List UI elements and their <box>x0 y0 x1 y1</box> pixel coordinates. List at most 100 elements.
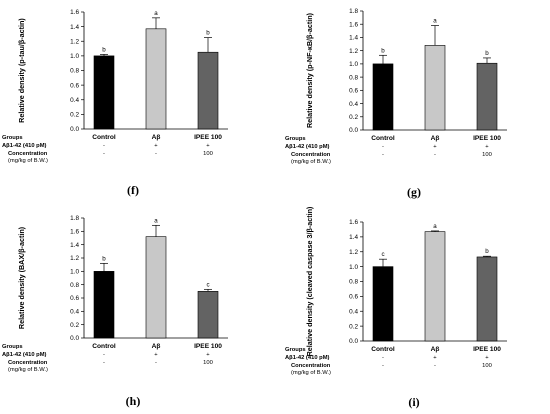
bar <box>197 51 219 130</box>
y-tick-label: 0.4 <box>70 97 79 104</box>
bar <box>424 45 446 131</box>
y-tick-label: 0.4 <box>349 101 358 108</box>
x-category-label: IPEE 100 <box>194 343 222 350</box>
abeta-cell: - <box>382 355 384 361</box>
y-tick-label: 0.2 <box>349 323 358 330</box>
y-tick-label: 0.6 <box>349 88 358 95</box>
bar <box>476 62 498 131</box>
chart-panel-i: 0.0 0.2 0.4 0.6 0.8 1.0 1.2 1.4 1.6 Relative dens… <box>285 206 507 409</box>
concentration-cell: - <box>382 363 384 369</box>
y-tick-label: 1.8 <box>70 215 79 222</box>
y-tick-label: 0.6 <box>349 294 358 301</box>
abeta-cell: + <box>485 144 489 150</box>
y-axis-title: Relative density (p-NF-κB/β-actin) <box>305 12 314 128</box>
abeta-cell: - <box>103 352 105 358</box>
row-header-groups: Groups <box>285 347 306 353</box>
y-tick-label: 1.6 <box>349 219 358 226</box>
panel-label: (h) <box>126 394 141 408</box>
row-header-concentration: Concentration <box>291 363 331 369</box>
panel-label: (f) <box>127 183 139 197</box>
bar <box>197 291 219 339</box>
abeta-cell: + <box>206 143 210 149</box>
row-header-abeta: Aβ1-42 (410 pM) <box>285 144 330 150</box>
x-category-label: Control <box>92 134 116 141</box>
y-tick-label: 1.2 <box>349 249 358 256</box>
y-tick-label: 1.0 <box>70 269 79 276</box>
panel-label: (i) <box>408 395 419 409</box>
y-tick-label: 0.2 <box>70 112 79 119</box>
y-tick-label: 1.0 <box>70 53 79 60</box>
y-tick-label: 0.6 <box>70 82 79 89</box>
row-header-abeta: Aβ1-42 (410 pM) <box>2 352 47 358</box>
significance-letter: a <box>433 223 437 230</box>
row-header-concentration: Concentration <box>8 360 48 366</box>
row-header-concentration: Concentration <box>8 151 48 157</box>
significance-letter: b <box>381 47 385 54</box>
y-tick-label: 1.4 <box>70 242 79 249</box>
row-header-abeta: Aβ1-42 (410 pM) <box>2 143 47 149</box>
row-header-abeta: Aβ1-42 (410 pM) <box>285 355 330 361</box>
y-axis-title: Relative density (BAX/β-actin) <box>17 226 26 329</box>
concentration-cell: - <box>382 152 384 158</box>
y-tick-label: 1.6 <box>349 21 358 28</box>
abeta-cell: - <box>103 143 105 149</box>
y-tick-label: 0.0 <box>70 335 79 342</box>
y-tick-label: 1.2 <box>70 255 79 262</box>
y-axis-title: Relative density (p-tau/β-actin) <box>17 18 26 123</box>
y-tick-label: 0.8 <box>349 74 358 81</box>
concentration-cell: - <box>103 151 105 157</box>
row-header-concentration: Concentration <box>291 152 331 158</box>
x-category-label: Aβ <box>152 134 161 141</box>
chart-panel-f: 0.0 0.2 0.4 0.6 0.8 1.0 1.2 1.4 1.6 Relative dens… <box>2 9 228 197</box>
row-header-groups: Groups <box>285 136 306 142</box>
row-header-concentration-unit: (mg/kg of B.W.) <box>8 367 48 373</box>
x-category-label: IPEE 100 <box>473 346 501 353</box>
bar <box>476 256 498 342</box>
concentration-cell: 100 <box>482 152 492 158</box>
abeta-cell: + <box>485 355 489 361</box>
concentration-cell: 100 <box>203 360 213 366</box>
y-tick-label: 1.8 <box>349 8 358 15</box>
y-tick-label: 1.6 <box>70 229 79 236</box>
significance-letter: a <box>154 217 158 224</box>
significance-letter: b <box>206 30 210 37</box>
x-category-label: Aβ <box>431 346 440 353</box>
abeta-cell: - <box>382 144 384 150</box>
x-category-label: Aβ <box>152 343 161 350</box>
y-tick-label: 0.0 <box>70 126 79 133</box>
y-tick-label: 0.8 <box>70 282 79 289</box>
bar <box>424 231 446 342</box>
significance-letter: a <box>154 10 158 17</box>
concentration-cell: 100 <box>482 363 492 369</box>
y-tick-label: 0.4 <box>349 308 358 315</box>
y-tick-label: 1.4 <box>70 24 79 31</box>
concentration-cell: - <box>155 360 157 366</box>
bar <box>372 266 394 342</box>
y-tick-label: 0.2 <box>349 114 358 121</box>
significance-letter: b <box>485 248 489 255</box>
y-tick-label: 1.2 <box>70 38 79 45</box>
significance-letter: c <box>381 251 384 258</box>
significance-letter: a <box>433 18 437 25</box>
y-tick-label: 1.0 <box>349 61 358 68</box>
x-category-label: Aβ <box>431 135 440 142</box>
x-category-label: Control <box>371 135 395 142</box>
y-tick-label: 0.6 <box>70 295 79 302</box>
panel-label: (g) <box>407 185 421 199</box>
x-category-label: IPEE 100 <box>194 134 222 141</box>
row-header-concentration-unit: (mg/kg of B.W.) <box>8 158 48 164</box>
x-category-label: Control <box>92 343 116 350</box>
y-tick-label: 0.2 <box>70 322 79 329</box>
bar <box>93 271 115 339</box>
row-header-concentration-unit: (mg/kg of B.W.) <box>291 159 331 165</box>
abeta-cell: + <box>154 352 158 358</box>
row-header-groups: Groups <box>2 344 23 350</box>
row-header-groups: Groups <box>2 135 23 141</box>
concentration-cell: - <box>103 360 105 366</box>
abeta-cell: + <box>433 355 437 361</box>
significance-letter: b <box>485 50 489 57</box>
y-tick-label: 1.4 <box>349 234 358 241</box>
abeta-cell: + <box>154 143 158 149</box>
bar <box>372 63 394 131</box>
chart-panel-h: 0.0 0.2 0.4 0.6 0.8 1.0 1.2 1.4 1.6 1.8 Relative d… <box>2 215 228 408</box>
